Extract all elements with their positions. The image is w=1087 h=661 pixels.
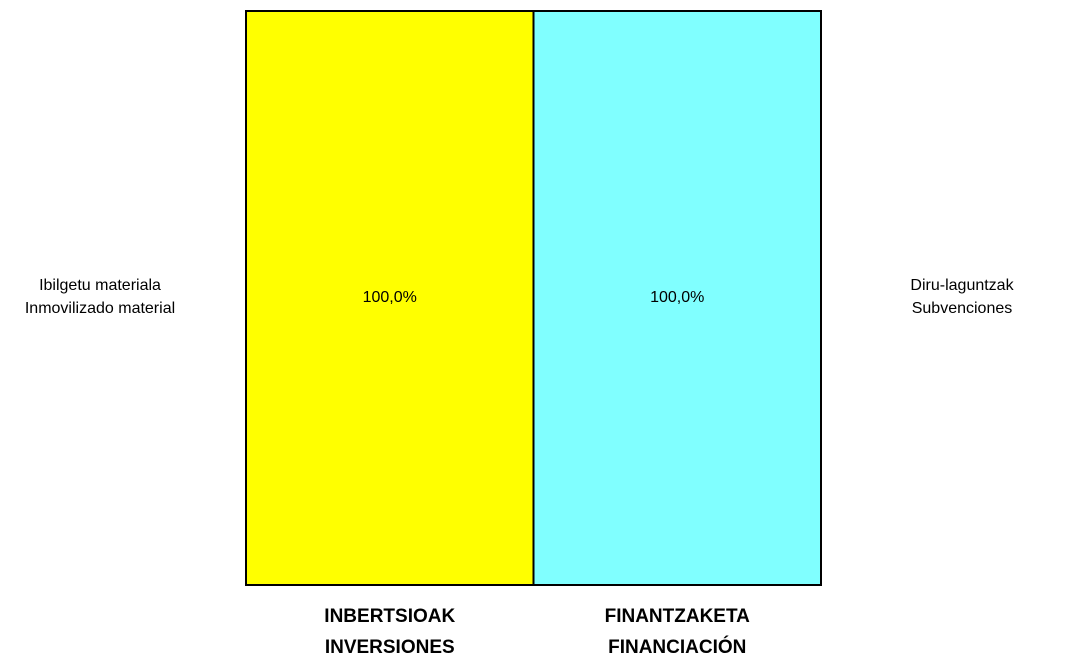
data-label: 100,0%: [650, 289, 704, 306]
series-label: Subvenciones: [912, 300, 1013, 317]
x-tick-label: INBERTSIOAK: [324, 606, 455, 627]
data-label: 100,0%: [363, 289, 417, 306]
series-label: Inmovilizado material: [25, 300, 175, 317]
series-label: Ibilgetu materiala: [39, 277, 161, 294]
x-tick-label: FINANCIACIÓN: [608, 636, 746, 658]
bar-segment: [532, 10, 822, 586]
series-label: Diru-laguntzak: [910, 277, 1014, 294]
bar-segment: [245, 10, 535, 586]
x-tick-label: INVERSIONES: [325, 637, 455, 658]
x-tick-label: FINANTZAKETA: [605, 606, 751, 627]
